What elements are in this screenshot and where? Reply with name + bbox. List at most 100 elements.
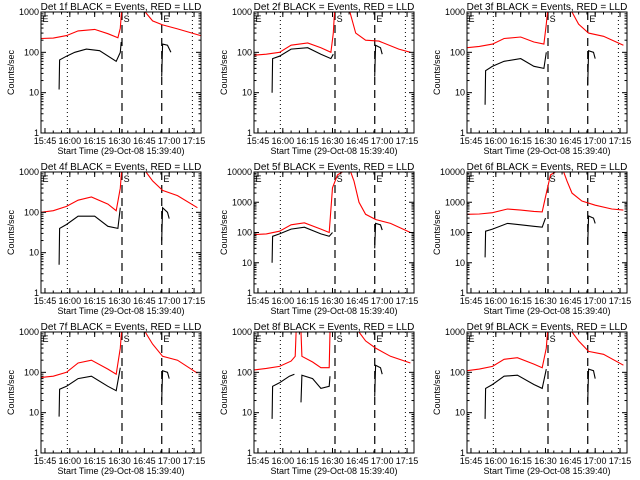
x-axis-label: Start Time (29-Oct-08 15:39:40) [270,466,397,476]
interval-marker-e: E [468,14,474,24]
y-tick-label: 100 [237,228,252,238]
series-events-line [161,369,170,401]
axes-frame [466,11,628,134]
x-axis-label: Start Time (29-Oct-08 15:39:40) [270,146,397,156]
x-tick-label: 15:45 [247,456,270,466]
y-tick-label: 10 [455,88,465,98]
y-tick-label: 10 [29,88,39,98]
x-tick-label: 16:15 [296,136,319,146]
y-tick-label: 10 [242,258,252,268]
y-tick-label: 1 [460,128,465,138]
x-tick-label: 17:15 [396,296,419,306]
y-tick-label: 1 [460,448,465,458]
x-tick-label: 15:45 [34,136,57,146]
x-axis-label: Start Time (29-Oct-08 15:39:40) [483,146,610,156]
y-tick-label: 1000 [445,327,465,337]
x-tick-label: 15:45 [34,456,57,466]
panel-title: Det 3f BLACK = Events, RED = LLD [467,2,628,13]
x-tick-label: 16:15 [296,296,319,306]
series-events-line [58,367,121,417]
x-tick-label: 17:00 [584,296,607,306]
x-tick-label: 15:45 [247,136,270,146]
interval-marker-e: E [589,14,595,24]
y-tick-label: 1 [247,288,252,298]
interval-marker-e: E [376,14,382,24]
x-tick-label: 17:15 [183,136,206,146]
x-tick-label: 16:45 [346,296,369,306]
y-tick-label: 100 [237,47,252,57]
x-axis-label: Start Time (29-Oct-08 15:39:40) [270,306,397,316]
x-tick-label: 17:15 [396,136,419,146]
interval-marker-s: S [124,14,130,24]
y-axis-label: Counts/sec [6,369,16,415]
y-tick-label: 100 [24,47,39,57]
panel-title: Det 1f BLACK = Events, RED = LLD [41,2,202,13]
y-tick-label: 1 [460,288,465,298]
interval-marker-e: E [42,174,48,184]
series-events-line [271,47,334,93]
x-tick-label: 17:15 [183,296,206,306]
x-tick-label: 16:00 [272,296,295,306]
x-tick-label: 16:15 [83,136,106,146]
interval-marker-e: E [468,334,474,344]
y-tick-label: 1 [34,448,39,458]
y-tick-label: 1 [247,128,252,138]
x-tick-label: 16:45 [559,296,582,306]
x-axis-label: Start Time (29-Oct-08 15:39:40) [57,466,184,476]
y-tick-label: 1 [34,288,39,298]
axes-frame [253,11,415,134]
y-tick-label: 1000 [232,197,252,207]
y-tick-label: 1 [34,128,39,138]
interval-marker-e: E [589,174,595,184]
x-tick-label: 16:15 [296,456,319,466]
y-tick-label: 1000 [445,7,465,17]
interval-marker-s: S [337,174,343,184]
panel-title: Det 9f BLACK = Events, RED = LLD [467,322,628,333]
y-tick-label: 100 [450,47,465,57]
y-tick-label: 1000 [232,327,252,337]
interval-marker-e: E [589,334,595,344]
y-tick-label: 10 [455,258,465,268]
interval-marker-e: E [163,14,169,24]
series-lld-line [254,332,297,371]
x-tick-label: 16:30 [108,296,131,306]
x-tick-label: 16:15 [83,456,106,466]
y-tick-label: 10 [242,88,252,98]
y-tick-label: 10 [29,248,39,258]
series-lld-line [571,12,624,46]
interval-marker-e: E [255,174,261,184]
panel-title: Det 5f BLACK = Events, RED = LLD [254,162,415,173]
y-axis-label: Counts/sec [219,369,229,415]
y-tick-label: 1000 [19,7,39,17]
panel-title: Det 2f BLACK = Events, RED = LLD [254,2,415,13]
panel-title: Det 7f BLACK = Events, RED = LLD [41,322,202,333]
x-tick-label: 17:15 [396,456,419,466]
y-tick-label: 10000 [227,167,252,177]
x-tick-label: 16:00 [485,136,508,146]
x-tick-label: 17:15 [183,456,206,466]
axes-frame [253,171,415,294]
y-tick-label: 10 [242,408,252,418]
x-tick-label: 16:15 [509,136,532,146]
x-tick-label: 16:30 [321,136,344,146]
series-lld-line [467,332,549,372]
x-tick-label: 15:45 [460,296,483,306]
x-tick-label: 17:00 [371,456,394,466]
x-tick-label: 16:00 [485,456,508,466]
y-axis-label: Counts/sec [6,209,16,255]
series-lld-line [467,172,556,215]
x-tick-label: 16:00 [59,136,82,146]
series-events-line [161,43,172,77]
series-lld-line [41,12,123,40]
x-tick-label: 16:30 [321,296,344,306]
x-tick-label: 16:00 [272,136,295,146]
x-tick-label: 16:45 [133,296,156,306]
y-tick-label: 100 [450,228,465,238]
interval-marker-e: E [376,174,382,184]
x-tick-label: 16:30 [321,456,344,466]
x-tick-label: 15:45 [247,296,270,306]
x-tick-label: 16:30 [534,456,557,466]
series-lld-line [145,172,198,209]
